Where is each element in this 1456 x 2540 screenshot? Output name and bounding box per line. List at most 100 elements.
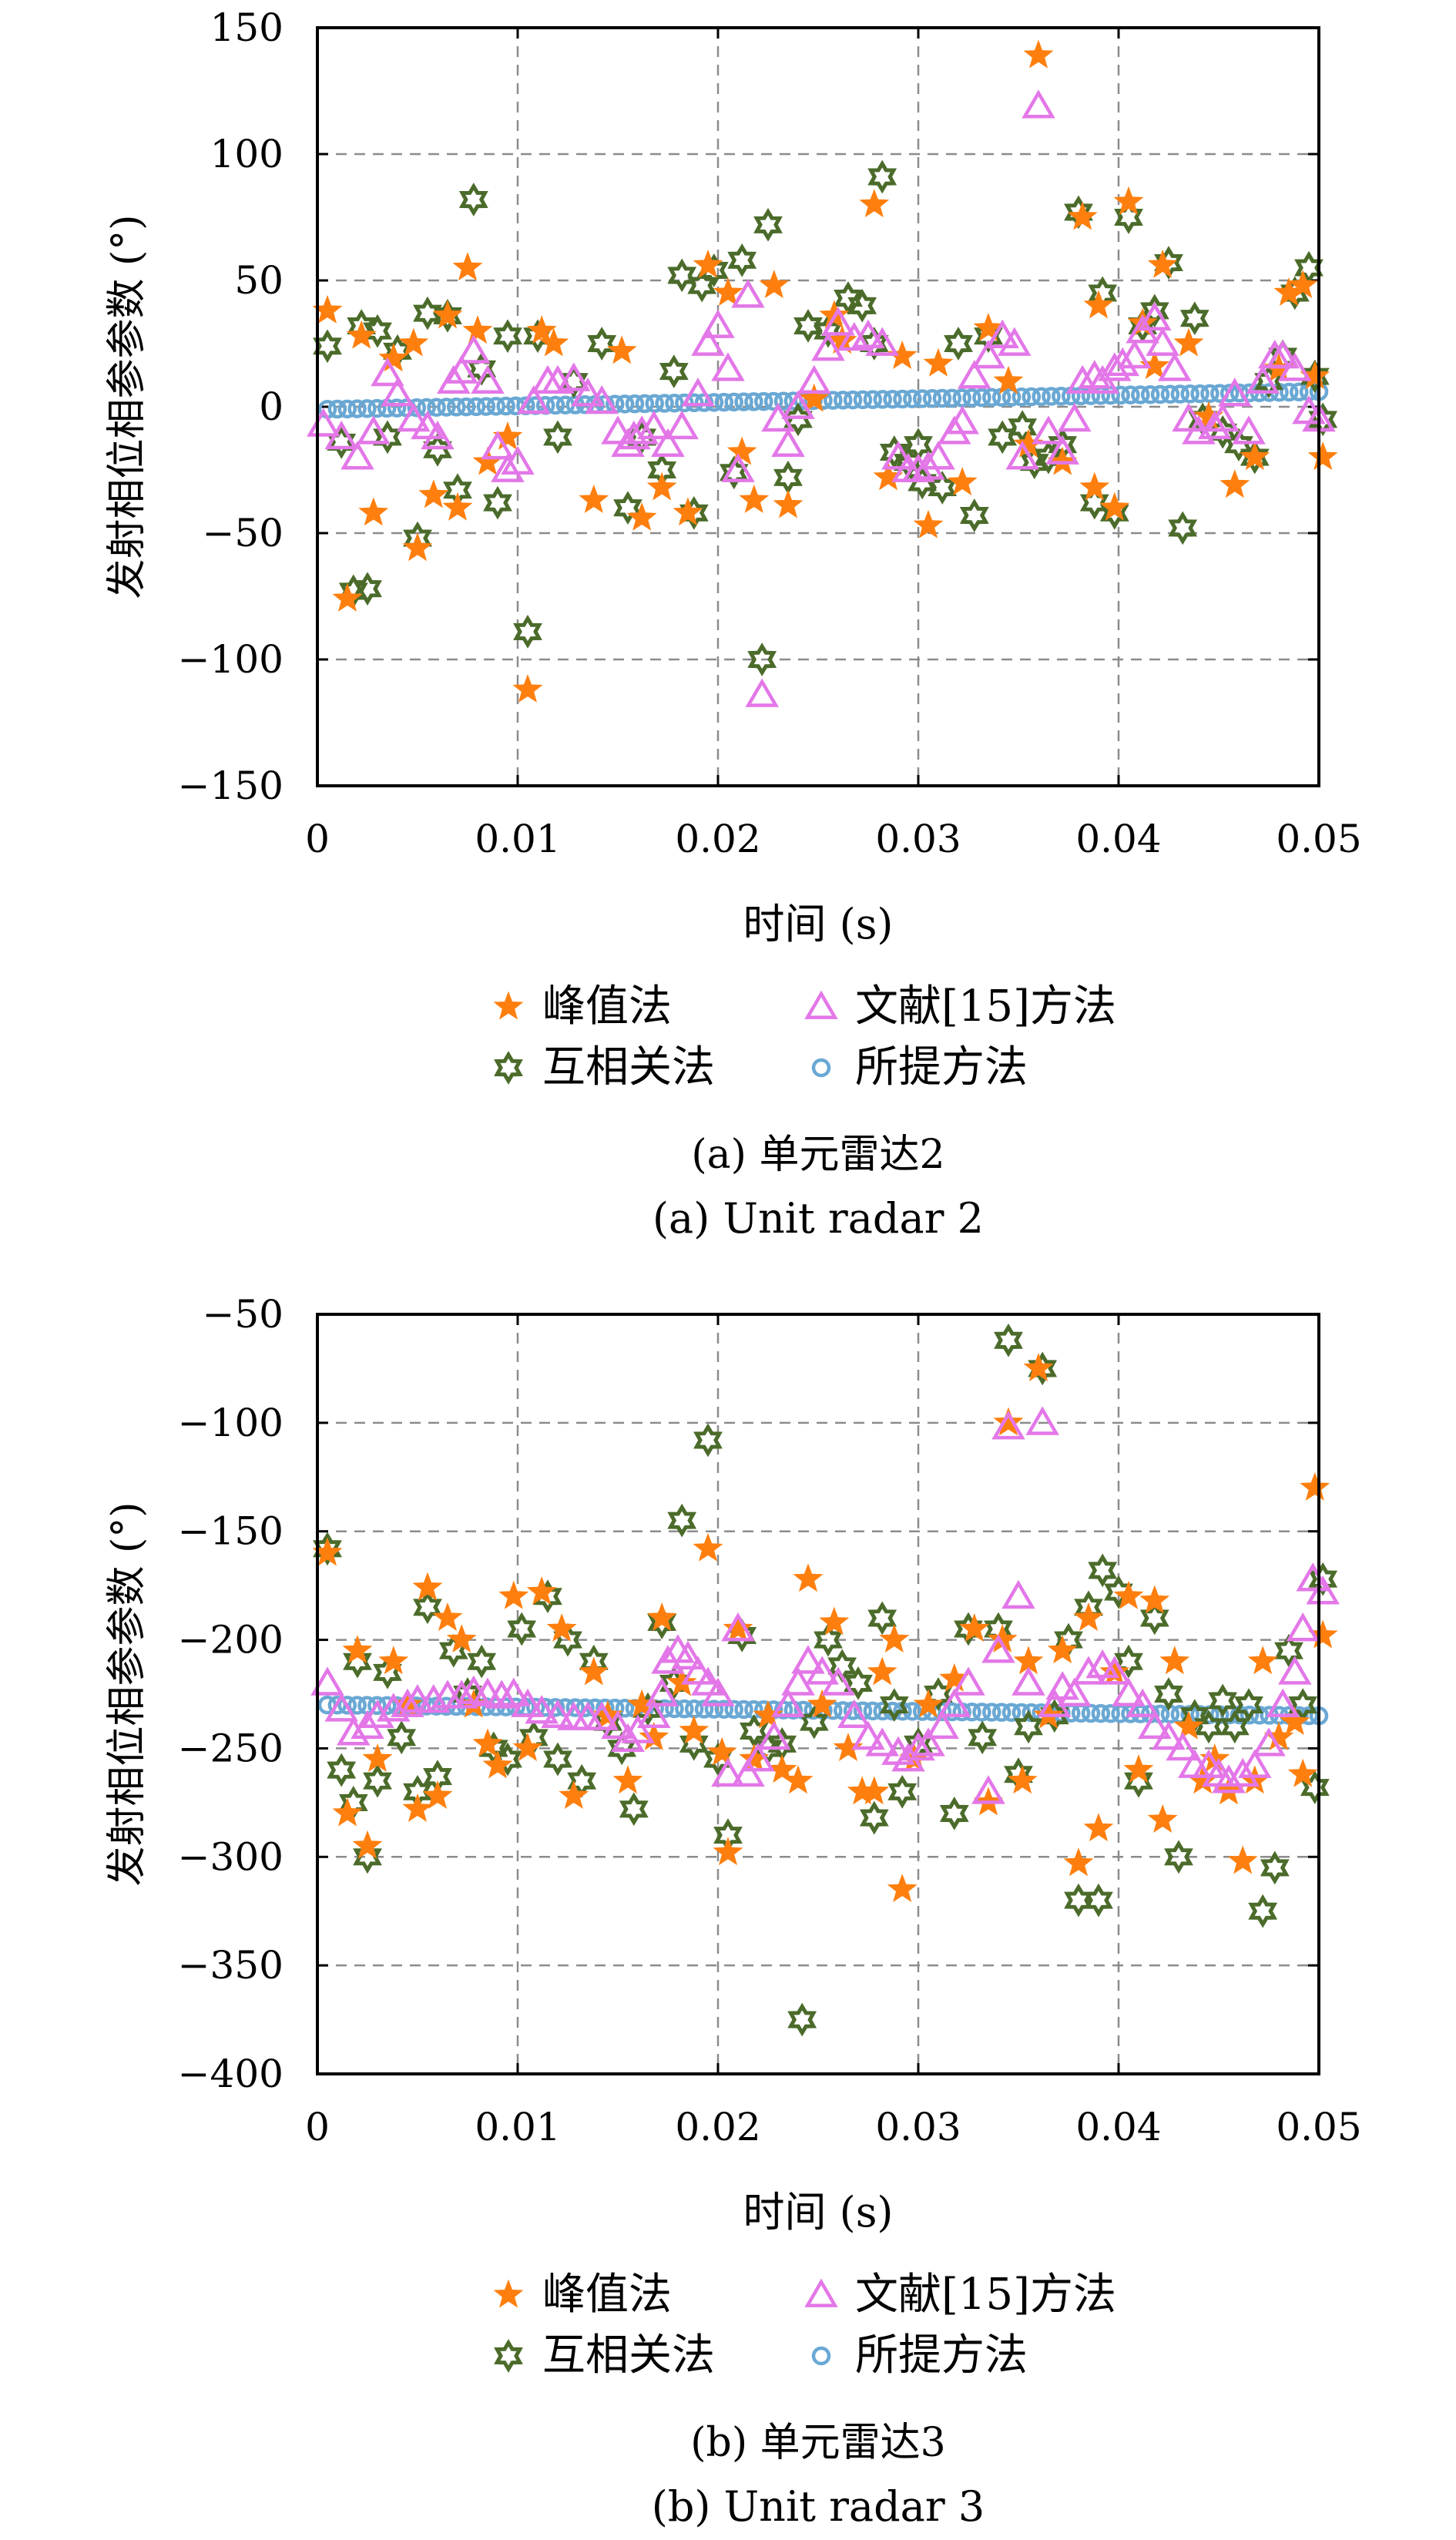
marker-proposed [824, 391, 843, 410]
marker-xcorr [1088, 1553, 1118, 1588]
marker-proposed [1001, 1703, 1022, 1723]
marker-peak [947, 466, 978, 495]
marker-ref15 [1152, 1720, 1186, 1750]
y-tick-label: −400 [178, 2052, 283, 2096]
marker-peak [418, 479, 449, 508]
marker-ref15 [337, 1716, 371, 1746]
marker-peak [462, 315, 493, 344]
marker-peak [398, 327, 429, 357]
caption-chinese: (b) 单元雷达3 [690, 2420, 945, 2466]
marker-peak [859, 1776, 890, 1805]
marker-peak [959, 1613, 990, 1642]
marker-ref15 [671, 1640, 705, 1669]
series-ref15-markers [307, 89, 1336, 707]
marker-peak [1307, 441, 1338, 471]
marker-proposed [1280, 382, 1299, 402]
marker-ref15 [397, 402, 431, 432]
marker-proposed [1290, 382, 1309, 402]
marker-proposed [367, 1696, 387, 1716]
marker-proposed [545, 395, 565, 415]
marker-ref15 [541, 1699, 575, 1729]
marker-ref15 [481, 431, 515, 460]
marker-peak [1240, 441, 1270, 471]
marker-ref15 [851, 1720, 885, 1750]
marker-ref15 [1306, 1575, 1340, 1605]
marker-xcorr [879, 435, 909, 469]
series-peak-markers [312, 1352, 1338, 1903]
marker-xcorr [467, 1644, 497, 1679]
marker-ref15 [601, 1710, 635, 1740]
marker-proposed [456, 397, 476, 417]
marker-ref15 [865, 327, 899, 356]
marker-ref15 [1065, 364, 1099, 394]
marker-peak [1159, 1646, 1190, 1675]
series-ref15-markers [310, 1406, 1340, 1804]
legend-marker-peak [493, 2279, 524, 2308]
marker-ref15 [517, 384, 551, 414]
marker-ref15 [625, 415, 659, 445]
marker-proposed [466, 397, 486, 417]
marker-peak [767, 1754, 797, 1783]
legend-marker-peak [493, 991, 524, 1020]
marker-ref15 [1022, 89, 1055, 119]
marker-xcorr [543, 1742, 572, 1777]
marker-xcorr [747, 643, 777, 676]
y-tick-label: −50 [202, 511, 283, 555]
marker-xcorr [1139, 294, 1169, 328]
marker-peak [1147, 1804, 1178, 1833]
marker-peak [346, 320, 377, 349]
marker-peak [332, 582, 363, 612]
marker-xcorr [327, 1753, 357, 1787]
marker-proposed [625, 394, 645, 414]
marker-xcorr [543, 420, 572, 455]
marker-proposed [972, 1703, 991, 1722]
marker-peak [887, 1874, 918, 1903]
marker-proposed [863, 390, 883, 409]
marker-xcorr [844, 1666, 873, 1700]
marker-xcorr [1124, 1763, 1153, 1798]
legend-icon-xcorr [494, 1051, 523, 1085]
marker-peak [626, 502, 657, 531]
marker-peak [993, 1407, 1024, 1436]
plot-frame [316, 1313, 1320, 2075]
legend-icon-peak [493, 2279, 524, 2308]
marker-peak [859, 189, 890, 218]
marker-peak [783, 1765, 814, 1794]
marker-proposed [615, 1699, 635, 1718]
legend-marker-xcorr [494, 2339, 523, 2373]
marker-xcorr [1139, 1601, 1169, 1636]
marker-ref15 [391, 1688, 424, 1717]
legend-label-peak: 峰值法 [542, 981, 672, 1032]
legend: 峰值法 文献[15]方法 互相关法 所提方法 [493, 981, 1116, 1092]
y-tick-label: 50 [234, 258, 283, 303]
marker-ref15 [557, 362, 591, 391]
marker-proposed [1131, 385, 1150, 404]
marker-peak [546, 1613, 577, 1642]
marker-peak [332, 1797, 363, 1827]
marker-peak [362, 1743, 393, 1773]
marker-proposed [347, 1696, 367, 1715]
marker-peak [432, 1602, 463, 1631]
marker-proposed [1180, 384, 1199, 404]
marker-xcorr [513, 615, 542, 649]
marker-ref15 [381, 377, 414, 407]
marker-proposed [714, 392, 734, 412]
legend-icon-ref15 [804, 2278, 838, 2307]
x-tick-label: 0.05 [1276, 817, 1361, 861]
y-tick-label: 150 [210, 5, 283, 50]
marker-proposed [575, 1698, 595, 1717]
marker-xcorr [1248, 1894, 1278, 1928]
marker-proposed [744, 392, 763, 411]
marker-ref15 [971, 339, 1005, 369]
marker-ref15 [1158, 352, 1192, 381]
marker-peak [422, 1780, 453, 1809]
marker-proposed [982, 388, 1001, 408]
marker-ref15 [821, 1666, 855, 1696]
marker-proposed [1091, 1703, 1111, 1723]
marker-peak [1147, 249, 1178, 278]
marker-xcorr [879, 1688, 909, 1722]
marker-peak [1067, 201, 1098, 230]
marker-peak [579, 1656, 609, 1686]
marker-proposed [1101, 1703, 1120, 1723]
marker-ref15 [771, 1688, 805, 1717]
